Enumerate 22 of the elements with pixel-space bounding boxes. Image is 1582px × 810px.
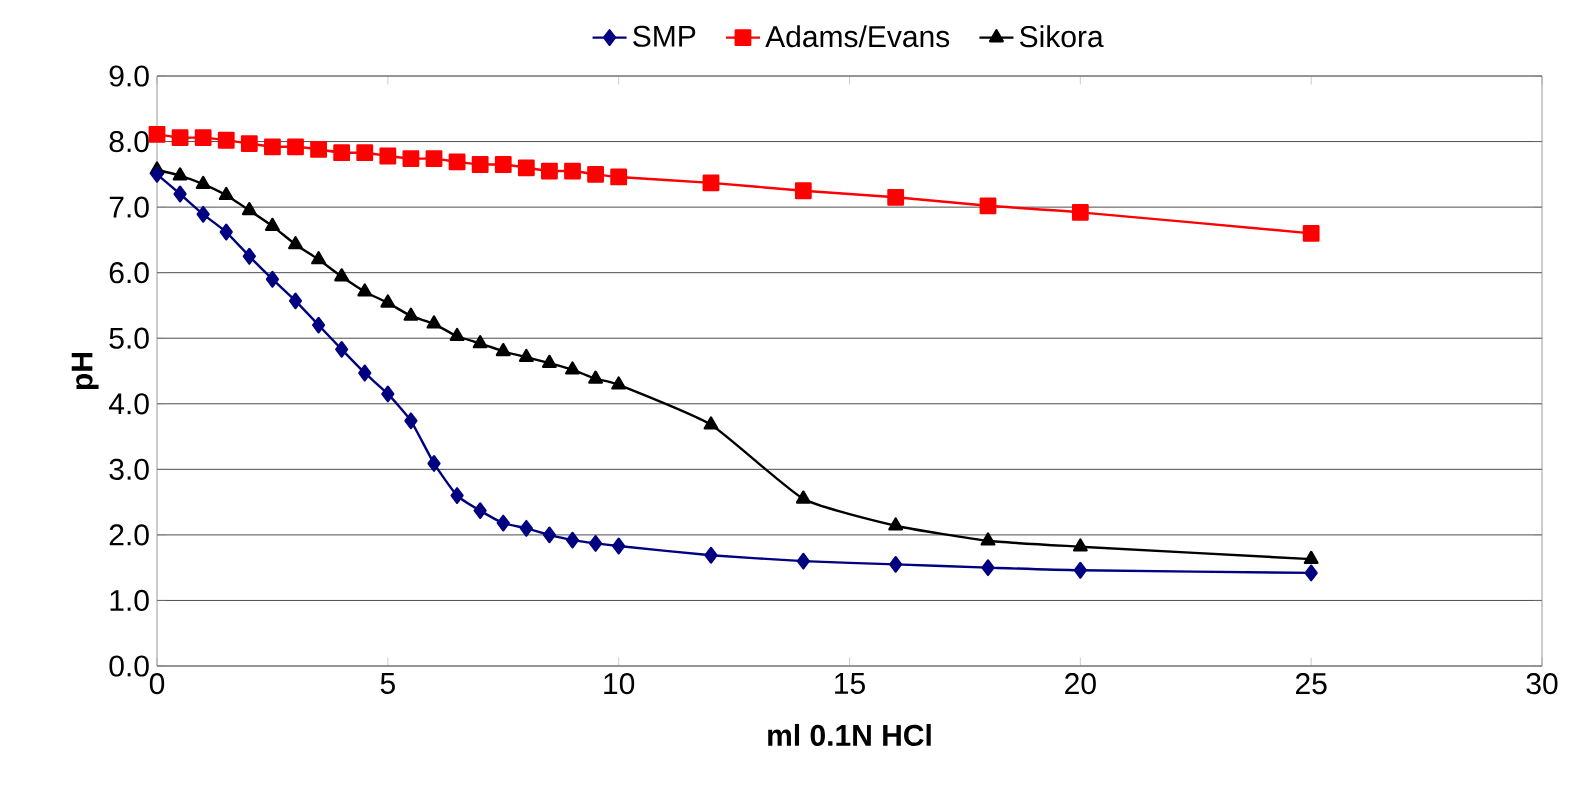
legend-label: Adams/Evans bbox=[765, 25, 950, 48]
y-tick-label: 2.0 bbox=[109, 524, 149, 546]
y-tick-label: 5.0 bbox=[109, 327, 149, 349]
y-tick-label: 0.0 bbox=[109, 655, 149, 677]
y-axis-title: pH bbox=[71, 353, 99, 390]
y-tick-label: 4.0 bbox=[108, 393, 149, 415]
x-tick-label: 20 bbox=[1065, 673, 1096, 695]
x-axis-title: ml 0.1N HCl bbox=[768, 723, 931, 746]
x-tick-label: 0 bbox=[149, 673, 165, 695]
y-tick-label: 3.0 bbox=[109, 458, 149, 480]
x-tick-label: 10 bbox=[604, 673, 635, 695]
x-tick-label: 30 bbox=[1526, 673, 1558, 695]
y-tick-label: 1.0 bbox=[110, 589, 149, 612]
x-tick-label: 15 bbox=[835, 673, 865, 694]
legend-label: Sikora bbox=[1020, 25, 1104, 48]
legend-label: SMP bbox=[633, 25, 696, 47]
y-tick-label: 7.0 bbox=[109, 196, 149, 218]
y-tick-label: 9.0 bbox=[109, 65, 149, 87]
y-tick-label: 8.0 bbox=[109, 130, 149, 153]
x-tick-label: 5 bbox=[380, 673, 395, 694]
y-tick-label: 6.0 bbox=[109, 262, 149, 284]
x-tick-label: 25 bbox=[1295, 673, 1327, 695]
